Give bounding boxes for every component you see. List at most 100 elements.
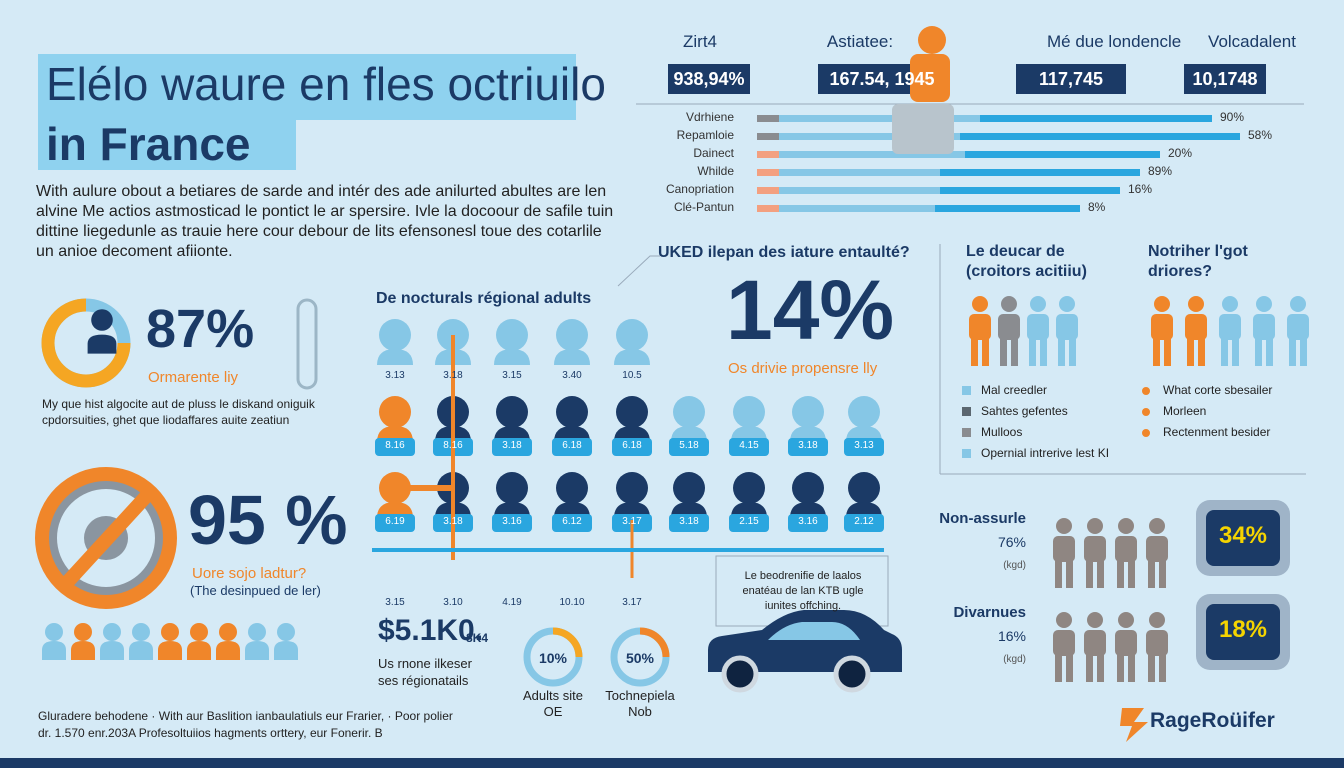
person-figure <box>1115 518 1137 588</box>
price: $5.1K0. <box>378 614 484 647</box>
person-figure <box>1146 612 1168 682</box>
head-icon <box>379 319 411 351</box>
head-label: 3.18 <box>443 370 463 381</box>
head-icon <box>496 472 528 504</box>
person-figure <box>969 296 991 366</box>
head <box>1149 612 1165 628</box>
body <box>216 641 240 660</box>
head-label: 3.16 <box>502 516 522 527</box>
logo-mark <box>1120 708 1148 742</box>
legend-marker <box>962 428 971 437</box>
bar-pct: 8% <box>1088 200 1106 214</box>
body <box>42 641 66 660</box>
head <box>1256 296 1272 312</box>
label-pill <box>729 514 769 532</box>
price-tail: 8K4 <box>466 631 489 645</box>
head-label: 3.18 <box>443 516 463 527</box>
torso <box>1084 536 1106 562</box>
stat-box <box>668 64 750 94</box>
head <box>248 623 266 641</box>
group-title: Notriher l'got <box>1148 243 1248 260</box>
legend-label: Sahtes gefentes <box>981 404 1068 418</box>
bar-label: Whilde <box>697 164 734 178</box>
legend-marker <box>1142 387 1150 395</box>
head-label: 6.18 <box>562 440 582 451</box>
head-icon <box>673 472 705 504</box>
intro-line: alvine Me actios astmosticad le pontict … <box>36 203 614 220</box>
head-icon <box>848 472 880 504</box>
head <box>1056 518 1072 534</box>
badge <box>1206 510 1280 566</box>
bar-label: Dainect <box>693 146 734 160</box>
leg <box>1066 560 1073 588</box>
leg <box>1097 560 1104 588</box>
body <box>100 641 124 660</box>
head-label: 3.15 <box>385 597 405 608</box>
leg <box>1069 338 1076 366</box>
leg <box>1300 338 1307 366</box>
head-icon <box>556 396 588 428</box>
title-line: Elélo waure en fles octriuilo <box>46 58 606 110</box>
bar-segment <box>757 187 779 194</box>
person-icon <box>42 623 66 660</box>
leg <box>1058 338 1065 366</box>
note-line: cpdorsuities, ghet que liodaffares auite… <box>42 413 290 427</box>
leg <box>1289 338 1296 366</box>
head <box>1149 518 1165 534</box>
stat-value: 167.54, 1945 <box>829 69 935 89</box>
legend-label: Mal creedler <box>981 383 1048 397</box>
car-note: Le beodrenifie de laalos <box>744 570 862 582</box>
figure-head <box>918 26 946 54</box>
person-figure <box>1253 296 1275 366</box>
price-note: ses régionatails <box>378 673 469 688</box>
leg <box>1221 338 1228 366</box>
badge-value: 34% <box>1218 522 1268 549</box>
stat-value: 938,94% <box>673 69 745 89</box>
head-label: 3.40 <box>562 370 582 381</box>
head <box>972 296 988 312</box>
legend-label: Opernial intrerive lest KI <box>981 446 1110 460</box>
bar-segment <box>980 115 1212 122</box>
bar-segment <box>757 115 779 122</box>
legend-marker <box>1142 429 1150 437</box>
torso <box>1146 630 1168 656</box>
bar-label: Vdrhiene <box>685 110 734 124</box>
label-pill <box>375 438 415 456</box>
head-icon <box>733 472 765 504</box>
head-shoulders <box>494 349 530 365</box>
head-icon <box>496 319 528 351</box>
torso <box>1084 630 1106 656</box>
head-icon <box>556 472 588 504</box>
leg <box>1266 338 1273 366</box>
head <box>219 623 237 641</box>
person-figure <box>1053 518 1075 588</box>
head <box>45 623 63 641</box>
leg <box>1086 560 1093 588</box>
leg <box>1128 654 1135 682</box>
donut-value: 50% <box>625 650 655 666</box>
donut-sub: OE <box>543 704 563 719</box>
head-shoulders <box>377 349 413 365</box>
stat-caption: Ormarente liy <box>148 369 239 386</box>
chair <box>892 104 954 154</box>
big-stat: 87% <box>146 299 255 359</box>
bar-pct: 20% <box>1168 146 1193 160</box>
label-pill <box>492 438 532 456</box>
head <box>1290 296 1306 312</box>
group-title: driores? <box>1148 263 1213 280</box>
stat-label: Zirt4 <box>683 32 717 51</box>
head <box>1087 518 1103 534</box>
badge-value: 18% <box>1218 616 1268 643</box>
person-figure <box>1219 296 1241 366</box>
torso <box>1115 630 1137 656</box>
torso <box>1053 536 1075 562</box>
ring-arc <box>41 298 131 388</box>
person-icon <box>216 623 240 660</box>
bar-segment <box>757 151 779 158</box>
head-label: 3.18 <box>798 440 818 451</box>
pointer <box>617 255 660 287</box>
head-label: 2.12 <box>854 516 874 527</box>
person-figure <box>1115 612 1137 682</box>
